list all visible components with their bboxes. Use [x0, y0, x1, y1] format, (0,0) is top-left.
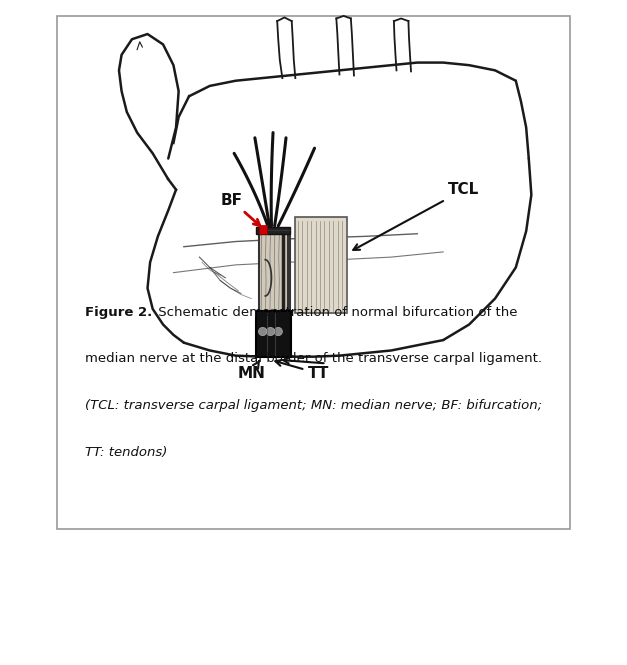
Bar — [295, 217, 347, 313]
Text: (TCL: transverse carpal ligament; MN: median nerve; BF: bifurcation;: (TCL: transverse carpal ligament; MN: me… — [85, 399, 542, 412]
Text: median nerve at the distal border of the transverse carpal ligament.: median nerve at the distal border of the… — [85, 352, 542, 366]
Text: TT: tendons): TT: tendons) — [85, 446, 167, 459]
Bar — [259, 232, 288, 313]
Text: BF: BF — [220, 193, 260, 225]
Text: Schematic demonstration of normal bifurcation of the: Schematic demonstration of normal bifurc… — [154, 306, 517, 319]
Bar — [256, 227, 290, 234]
Circle shape — [258, 327, 267, 336]
Bar — [256, 311, 291, 357]
Text: TCL: TCL — [353, 182, 480, 250]
Text: Figure 2.: Figure 2. — [85, 306, 152, 319]
Bar — [258, 225, 267, 234]
Circle shape — [274, 327, 282, 336]
Circle shape — [266, 327, 275, 336]
Text: MN: MN — [237, 360, 265, 381]
Text: TT: TT — [275, 360, 329, 381]
